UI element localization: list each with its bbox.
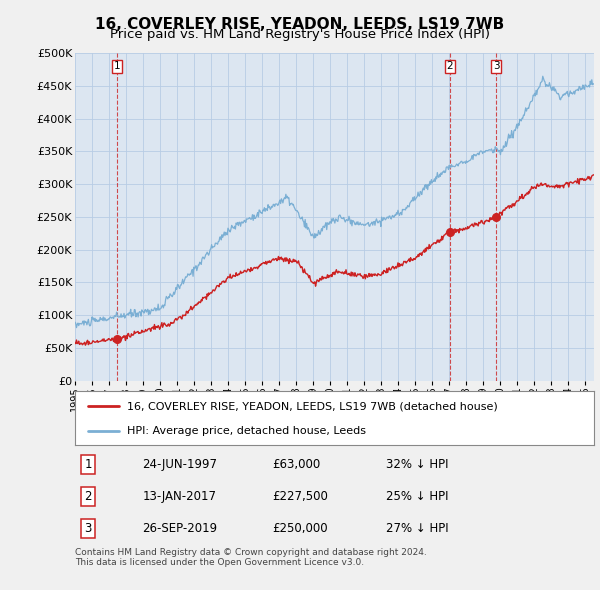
Text: 24-JUN-1997: 24-JUN-1997 bbox=[142, 458, 217, 471]
Text: 2: 2 bbox=[447, 61, 454, 71]
Text: 16, COVERLEY RISE, YEADON, LEEDS, LS19 7WB: 16, COVERLEY RISE, YEADON, LEEDS, LS19 7… bbox=[95, 17, 505, 31]
Text: £250,000: £250,000 bbox=[272, 522, 328, 535]
Text: £227,500: £227,500 bbox=[272, 490, 328, 503]
Text: Contains HM Land Registry data © Crown copyright and database right 2024.
This d: Contains HM Land Registry data © Crown c… bbox=[75, 548, 427, 567]
Text: 16, COVERLEY RISE, YEADON, LEEDS, LS19 7WB (detached house): 16, COVERLEY RISE, YEADON, LEEDS, LS19 7… bbox=[127, 401, 497, 411]
Text: HPI: Average price, detached house, Leeds: HPI: Average price, detached house, Leed… bbox=[127, 427, 366, 437]
Text: 2: 2 bbox=[84, 490, 92, 503]
Text: 32% ↓ HPI: 32% ↓ HPI bbox=[386, 458, 449, 471]
Text: 1: 1 bbox=[114, 61, 121, 71]
Text: 25% ↓ HPI: 25% ↓ HPI bbox=[386, 490, 449, 503]
Text: 3: 3 bbox=[84, 522, 92, 535]
Text: Price paid vs. HM Land Registry's House Price Index (HPI): Price paid vs. HM Land Registry's House … bbox=[110, 28, 490, 41]
Text: 13-JAN-2017: 13-JAN-2017 bbox=[142, 490, 217, 503]
Text: 27% ↓ HPI: 27% ↓ HPI bbox=[386, 522, 449, 535]
Text: £63,000: £63,000 bbox=[272, 458, 320, 471]
Text: 3: 3 bbox=[493, 61, 499, 71]
Text: 1: 1 bbox=[84, 458, 92, 471]
Text: 26-SEP-2019: 26-SEP-2019 bbox=[142, 522, 218, 535]
